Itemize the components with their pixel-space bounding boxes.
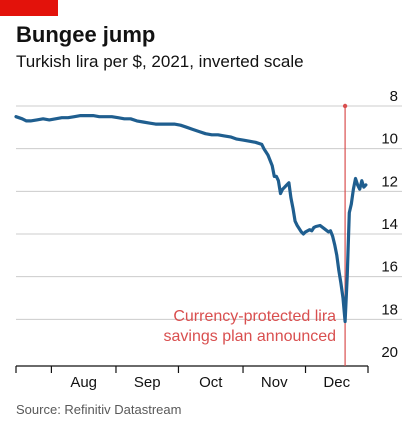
- source-note: Source: Refinitiv Datastream: [16, 402, 182, 417]
- y-tick-label: 8: [390, 88, 398, 105]
- series-layer: [14, 113, 368, 324]
- y-tick-label: 10: [381, 131, 398, 148]
- y-tick-label: 12: [381, 173, 398, 190]
- y-tick-label: 16: [381, 259, 398, 276]
- y-tick-label: 18: [381, 301, 398, 318]
- x-tick-labels: Aug Sep Oct Nov Dec: [70, 374, 350, 391]
- annotation-dot: [342, 103, 348, 109]
- y-tick-label: 14: [381, 216, 398, 233]
- x-axis: [15, 365, 369, 373]
- brand-red-bar: [0, 0, 58, 16]
- x-tick-label: Dec: [323, 374, 350, 391]
- x-tick-label: Aug: [70, 374, 97, 391]
- chart-title: Bungee jump: [16, 22, 156, 47]
- gridlines: [16, 105, 402, 320]
- annotation: Currency-protected lira savings plan anno…: [164, 103, 348, 366]
- y-tick-labels: 8 10 12 14 16 18 20: [381, 88, 398, 361]
- x-tick-label: Oct: [199, 374, 223, 391]
- annotation-text: Currency-protected lira: [173, 308, 336, 325]
- chart-subtitle: Turkish lira per $, 2021, inverted scale: [16, 52, 304, 71]
- x-tick-label: Sep: [134, 374, 161, 391]
- y-tick-label: 20: [381, 344, 398, 361]
- series-line: [14, 113, 368, 324]
- x-tick-label: Nov: [261, 374, 288, 391]
- annotation-text: savings plan announced: [164, 328, 337, 345]
